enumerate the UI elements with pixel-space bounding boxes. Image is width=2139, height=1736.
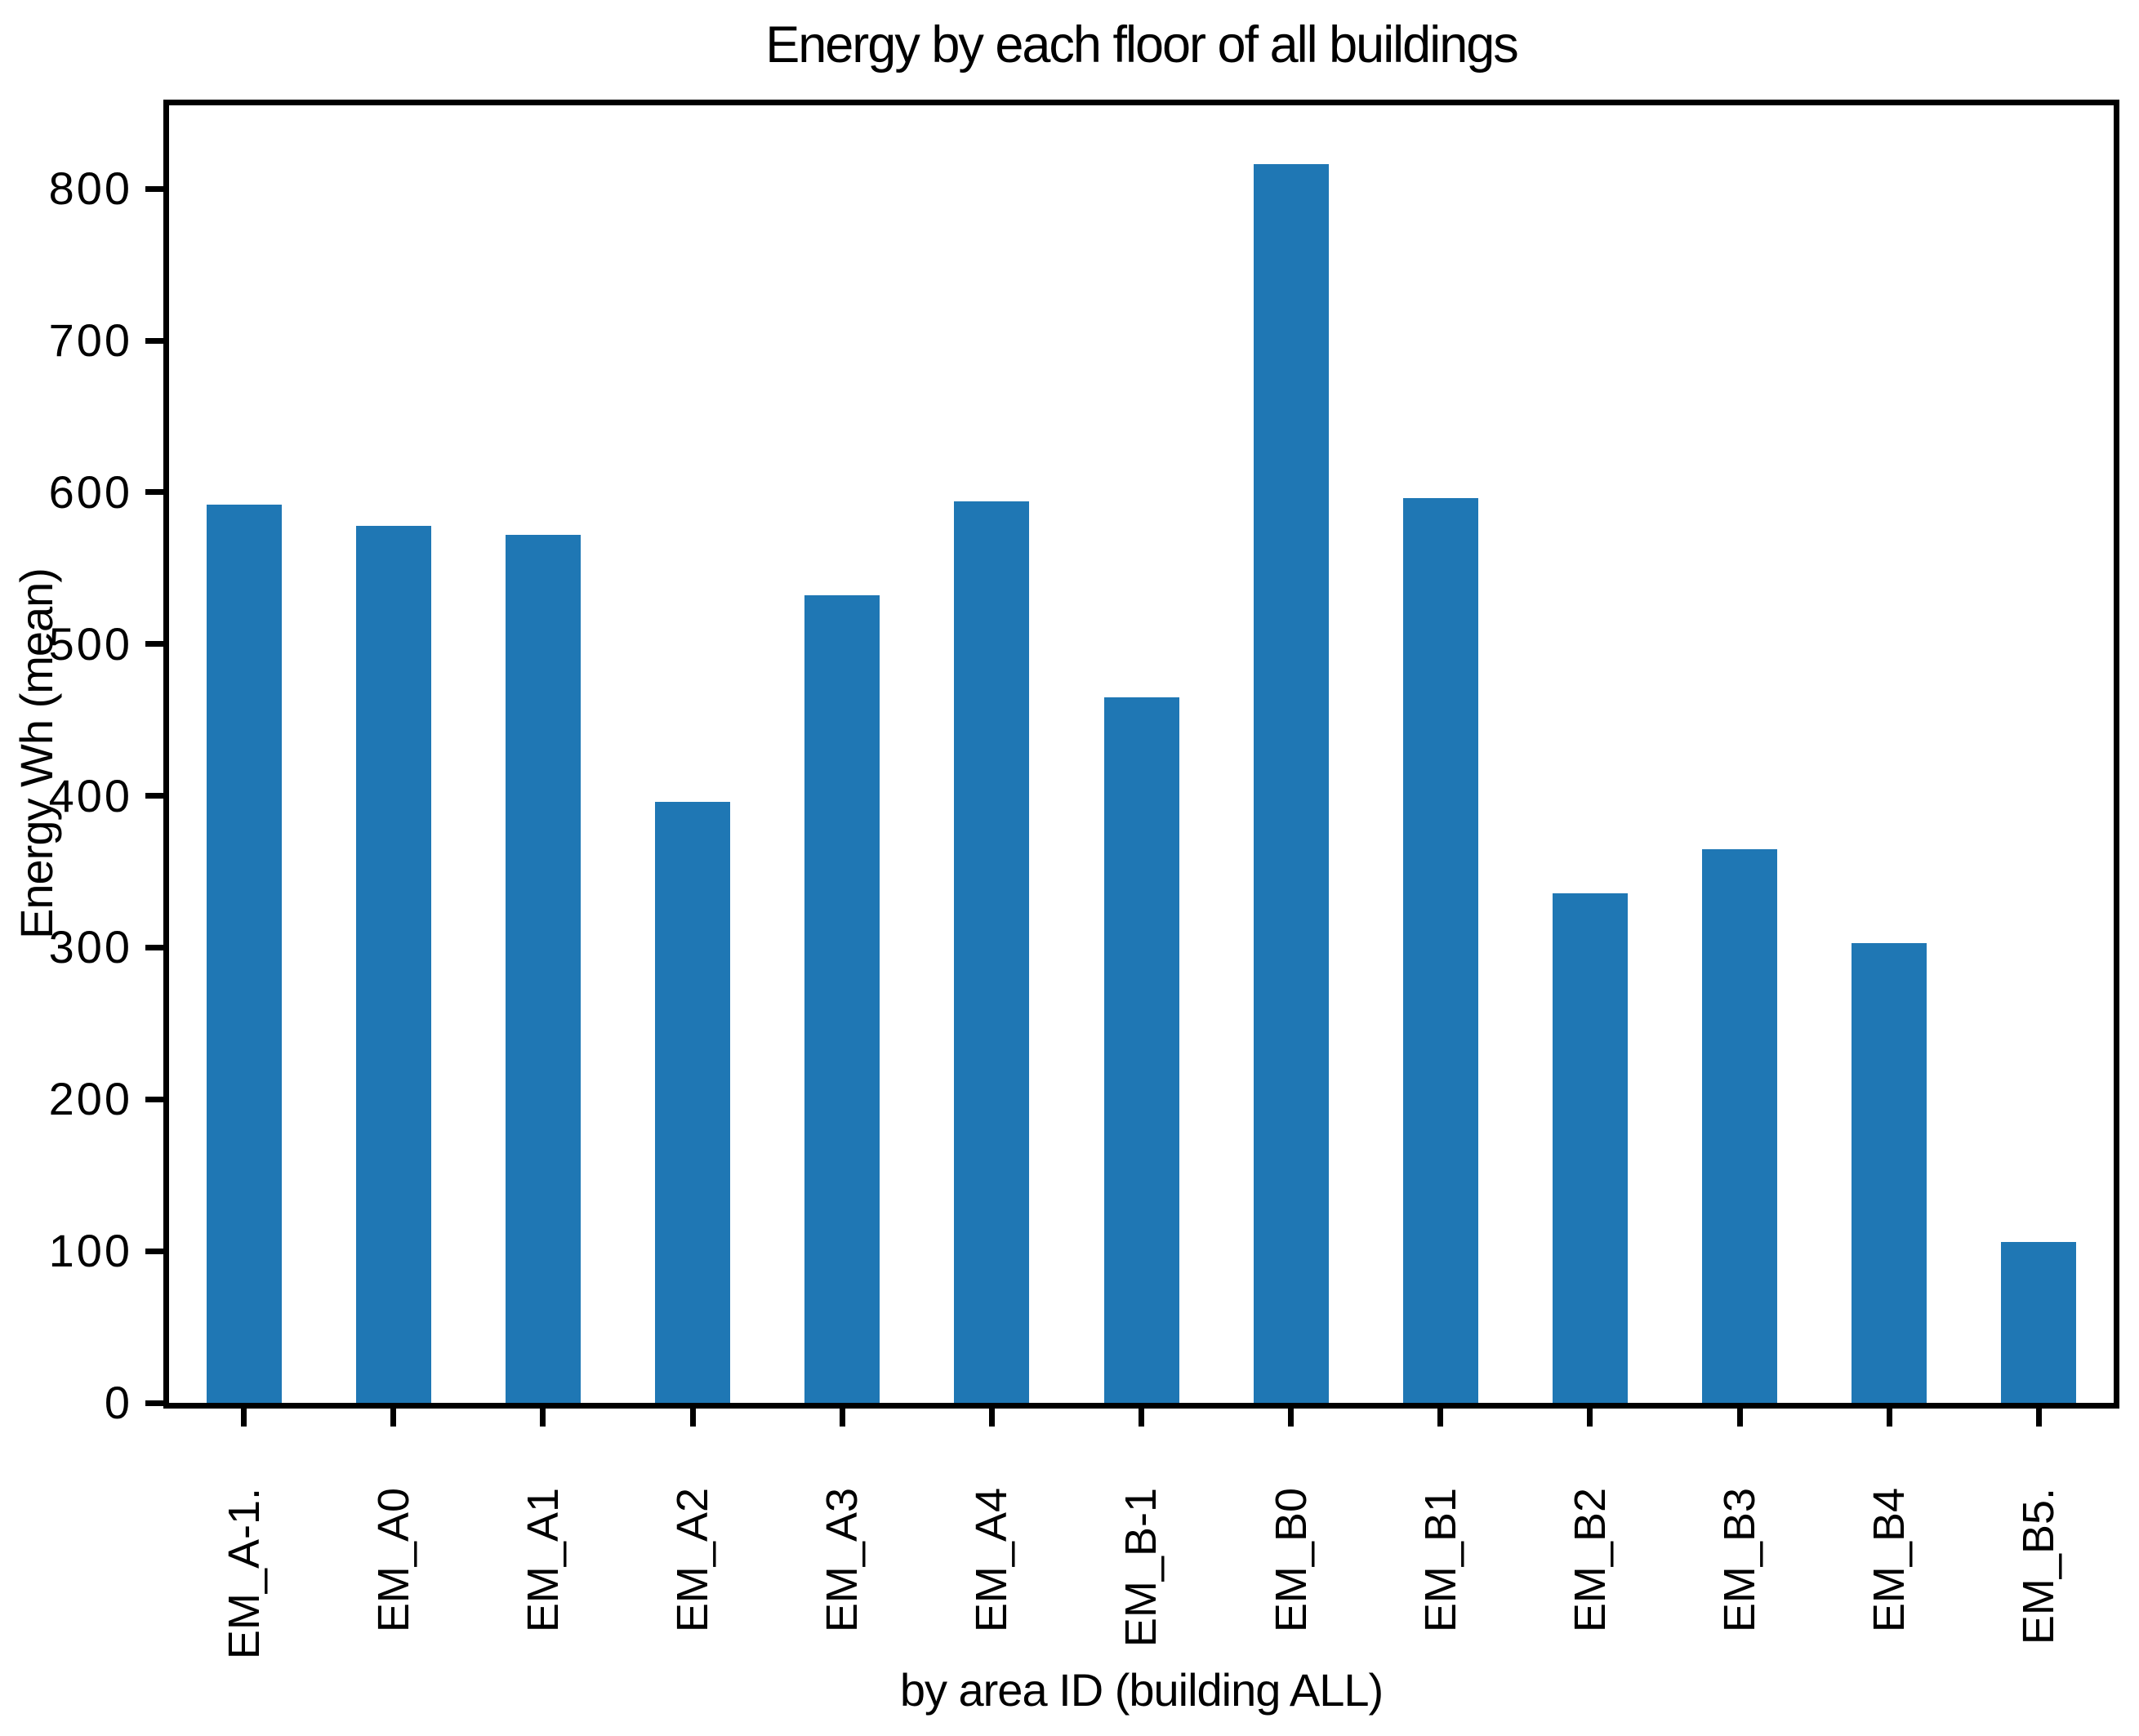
y-tick-label: 200 bbox=[48, 1073, 132, 1125]
x-tick-label: EM_A2 bbox=[668, 1488, 718, 1633]
y-tick-mark bbox=[145, 337, 163, 344]
bar-EM_B-1 bbox=[1103, 697, 1179, 1403]
bar-EM_A-1 bbox=[206, 504, 282, 1403]
bar-EM_B0 bbox=[1253, 164, 1329, 1403]
bar-EM_A0 bbox=[355, 525, 431, 1403]
bar-EM_B5 bbox=[2001, 1242, 2077, 1403]
y-tick-mark bbox=[145, 641, 163, 648]
x-tick-mark bbox=[1587, 1409, 1593, 1427]
x-tick-mark bbox=[2035, 1409, 2042, 1427]
y-tick-mark bbox=[145, 793, 163, 799]
y-tick-label: 100 bbox=[48, 1225, 132, 1277]
y-tick-mark bbox=[145, 1400, 163, 1406]
bar-EM_A3 bbox=[804, 595, 880, 1403]
x-tick-label: EM_B5. bbox=[2014, 1488, 2064, 1645]
y-tick-mark bbox=[145, 1248, 163, 1254]
x-tick-label: EM_A1 bbox=[518, 1488, 568, 1633]
x-tick-mark bbox=[540, 1409, 546, 1427]
y-tick-label: 400 bbox=[48, 769, 132, 821]
y-tick-mark bbox=[145, 489, 163, 496]
y-tick-mark bbox=[145, 1096, 163, 1102]
x-tick-label: EM_A0 bbox=[368, 1488, 418, 1633]
x-tick-mark bbox=[1139, 1409, 1144, 1427]
bar-EM_B2 bbox=[1552, 892, 1628, 1403]
y-tick-label: 700 bbox=[48, 314, 132, 367]
x-tick-mark bbox=[1437, 1409, 1444, 1427]
bar-EM_B4 bbox=[1852, 942, 1927, 1403]
x-tick-label: EM_B-1 bbox=[1116, 1488, 1166, 1648]
bar-EM_A2 bbox=[655, 802, 731, 1403]
y-tick-label: 600 bbox=[48, 465, 132, 518]
x-tick-mark bbox=[689, 1409, 696, 1427]
x-axis-title: by area ID (building ALL) bbox=[899, 1664, 1384, 1716]
y-tick-label: 0 bbox=[104, 1377, 132, 1428]
x-tick-mark bbox=[1736, 1409, 1743, 1427]
x-tick-mark bbox=[1288, 1409, 1295, 1427]
x-tick-label: EM_B3 bbox=[1715, 1488, 1765, 1633]
x-tick-mark bbox=[1886, 1409, 1892, 1427]
y-tick-label: 800 bbox=[48, 162, 132, 215]
bar-EM_A4 bbox=[954, 501, 1030, 1403]
chart-title: Energy by each floor of all buildings bbox=[765, 16, 1519, 73]
x-tick-mark bbox=[390, 1409, 397, 1427]
x-tick-label: EM_B0 bbox=[1266, 1488, 1316, 1633]
y-tick-mark bbox=[145, 944, 163, 950]
y-tick-label: 500 bbox=[48, 617, 132, 670]
x-tick-label: EM_B2 bbox=[1565, 1488, 1615, 1633]
bar-EM_B1 bbox=[1402, 498, 1478, 1403]
y-tick-label: 300 bbox=[48, 921, 132, 973]
x-tick-mark bbox=[839, 1409, 845, 1427]
bar-EM_A1 bbox=[505, 534, 581, 1403]
y-tick-mark bbox=[145, 185, 163, 192]
x-tick-mark bbox=[988, 1409, 995, 1427]
x-tick-label: EM_B4 bbox=[1865, 1488, 1914, 1633]
plot-area: Energy by each floor of all buildings En… bbox=[11, 18, 2119, 1714]
x-tick-label: EM_A4 bbox=[967, 1488, 1017, 1633]
x-tick-label: EM_A3 bbox=[818, 1488, 867, 1633]
bar-EM_B3 bbox=[1702, 848, 1778, 1403]
x-tick-label: EM_B1 bbox=[1415, 1488, 1465, 1633]
x-tick-mark bbox=[241, 1409, 247, 1427]
x-tick-label: EM_A-1. bbox=[219, 1488, 269, 1660]
